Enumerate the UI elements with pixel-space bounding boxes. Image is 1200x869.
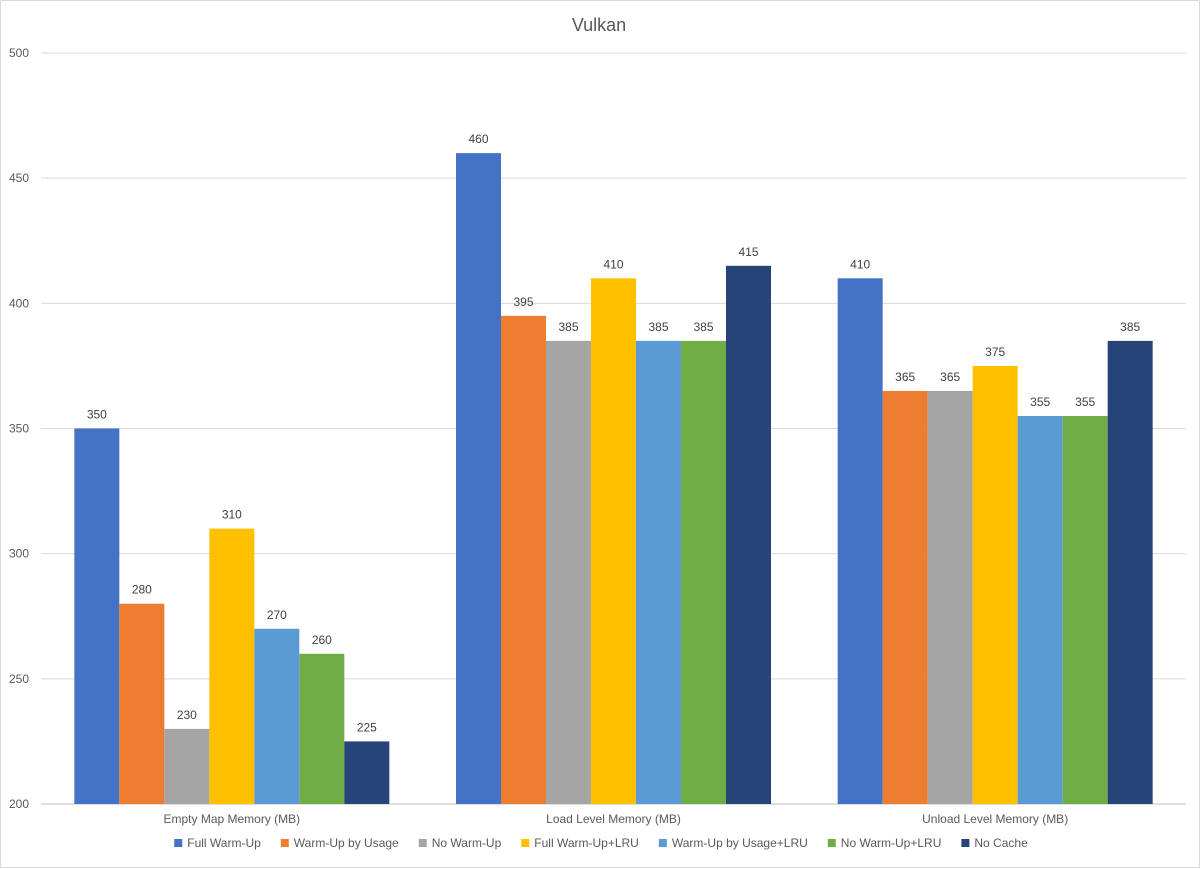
- y-tick-label: 200: [9, 797, 29, 811]
- bars: [74, 153, 1153, 805]
- legend-item: No Warm-Up+LRU: [827, 836, 942, 850]
- x-axis-categories: Empty Map Memory (MB) Load Level Memory (…: [163, 812, 1068, 826]
- bar: [254, 628, 300, 804]
- legend-swatch: [174, 839, 183, 847]
- data-label: 260: [312, 633, 332, 647]
- y-axis-ticks: 200 250 300 350 400 450 500: [9, 46, 29, 811]
- bar: [972, 365, 1018, 804]
- data-label: 375: [985, 345, 1005, 359]
- data-label: 385: [648, 320, 668, 334]
- bar: [74, 428, 120, 804]
- bar: [837, 278, 883, 804]
- data-label: 355: [1075, 395, 1095, 409]
- legend-label: Full Warm-Up: [187, 836, 261, 850]
- data-label: 395: [513, 295, 533, 309]
- x-category-label: Unload Level Memory (MB): [922, 812, 1068, 826]
- legend-swatch: [961, 839, 970, 847]
- legend-swatch: [418, 839, 427, 847]
- data-label: 460: [468, 132, 488, 146]
- data-label: 415: [738, 245, 758, 259]
- bar: [164, 728, 210, 804]
- data-label: 365: [895, 370, 915, 384]
- legend-item: Warm-Up by Usage: [280, 836, 399, 850]
- data-label: 385: [1120, 320, 1140, 334]
- legend-item: Full Warm-Up: [174, 836, 261, 850]
- bar: [1062, 415, 1108, 804]
- legend-label: No Warm-Up+LRU: [841, 836, 942, 850]
- y-tick-label: 350: [9, 422, 29, 436]
- bar: [927, 390, 973, 804]
- bar: [456, 153, 501, 805]
- data-label: 410: [603, 257, 623, 271]
- legend-swatch: [658, 839, 667, 847]
- y-tick-label: 400: [9, 296, 29, 310]
- bar: [546, 340, 591, 804]
- bar: [209, 528, 255, 804]
- chart-title: Vulkan: [572, 15, 626, 35]
- legend-item: No Warm-Up: [418, 836, 502, 850]
- data-label: 270: [267, 608, 287, 622]
- bar: [882, 390, 928, 804]
- data-label: 365: [940, 370, 960, 384]
- y-tick-label: 300: [9, 547, 29, 561]
- bar: [119, 603, 165, 804]
- legend-label: Warm-Up by Usage: [294, 836, 399, 850]
- legend-swatch: [280, 839, 289, 847]
- x-category-label: Empty Map Memory (MB): [163, 812, 300, 826]
- data-label: 410: [850, 257, 870, 271]
- bar: [681, 340, 726, 804]
- data-label: 280: [132, 583, 152, 597]
- legend-item: No Cache: [961, 836, 1028, 850]
- bar: [1107, 340, 1153, 804]
- x-category-label: Load Level Memory (MB): [546, 812, 681, 826]
- data-label: 230: [177, 708, 197, 722]
- y-tick-label: 450: [9, 171, 29, 185]
- data-label: 350: [87, 408, 107, 422]
- bar: [344, 741, 390, 804]
- legend-label: Warm-Up by Usage+LRU: [672, 836, 808, 850]
- data-labels: 350 280 230 310 270 260 225 460 395 385 410 385 385 4…: [87, 132, 1141, 734]
- legend-label: No Warm-Up: [432, 836, 502, 850]
- bar: [1017, 415, 1063, 804]
- y-tick-label: 500: [9, 46, 29, 60]
- bar: [299, 653, 345, 804]
- y-tick-label: 250: [9, 672, 29, 686]
- legend-item: Warm-Up by Usage+LRU: [658, 836, 808, 850]
- legend-swatch: [521, 839, 530, 847]
- legend: Full Warm-Up Warm-Up by Usage No Warm-Up Fu…: [174, 836, 1028, 850]
- data-label: 355: [1030, 395, 1050, 409]
- bar: [591, 278, 636, 804]
- legend-label: No Cache: [974, 836, 1028, 850]
- bar: [636, 340, 681, 804]
- data-label: 310: [222, 508, 242, 522]
- data-label: 385: [693, 320, 713, 334]
- legend-item: Full Warm-Up+LRU: [521, 836, 639, 850]
- legend-swatch: [827, 839, 836, 847]
- data-label: 385: [558, 320, 578, 334]
- bar: [726, 265, 771, 804]
- legend-label: Full Warm-Up+LRU: [534, 836, 639, 850]
- data-label: 225: [357, 720, 377, 734]
- bar: [501, 315, 546, 804]
